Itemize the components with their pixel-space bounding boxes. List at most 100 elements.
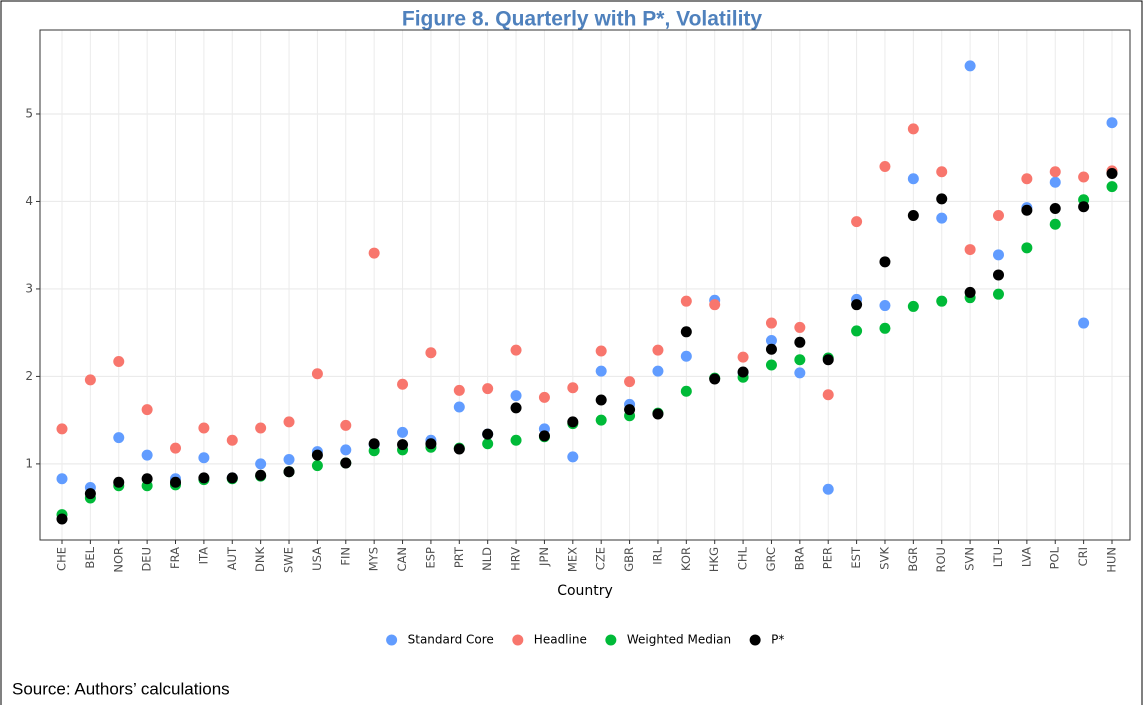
point xyxy=(340,444,352,456)
point xyxy=(794,367,806,379)
point xyxy=(56,473,68,485)
point xyxy=(907,209,919,221)
point xyxy=(936,295,948,307)
point xyxy=(141,404,153,416)
x-tick-label: AUT xyxy=(225,546,239,570)
x-tick-label: SVN xyxy=(963,547,977,571)
x-tick-label: EST xyxy=(849,546,863,569)
point xyxy=(680,326,692,338)
point xyxy=(482,428,494,440)
x-tick-label: CHE xyxy=(55,547,69,571)
point xyxy=(368,438,380,450)
point xyxy=(851,216,863,228)
point xyxy=(84,374,96,386)
x-tick-label: BGR xyxy=(906,547,920,572)
point xyxy=(1078,201,1090,213)
y-tick-label: 2 xyxy=(25,369,33,383)
point xyxy=(1049,218,1061,230)
point xyxy=(283,416,295,428)
point xyxy=(368,247,380,259)
point xyxy=(397,426,409,438)
x-tick-label: PRT xyxy=(452,546,466,568)
point xyxy=(964,286,976,298)
point xyxy=(510,434,522,446)
point xyxy=(652,365,664,377)
x-tick-label: DEU xyxy=(140,547,154,572)
point xyxy=(538,391,550,403)
point xyxy=(255,422,267,434)
point xyxy=(794,336,806,348)
point xyxy=(879,300,891,312)
point xyxy=(680,385,692,397)
point xyxy=(453,401,465,413)
point xyxy=(311,449,323,461)
point xyxy=(482,438,494,450)
point xyxy=(765,359,777,371)
x-tick-label: CZE xyxy=(594,547,608,570)
x-tick-label: DNK xyxy=(253,547,267,572)
point xyxy=(425,438,437,450)
point xyxy=(113,356,125,368)
legend-label: Headline xyxy=(534,633,587,647)
legend-marker xyxy=(749,634,761,646)
x-tick-label: BEL xyxy=(83,546,97,568)
x-tick-label: ITA xyxy=(196,547,210,565)
point xyxy=(311,460,323,472)
point xyxy=(737,366,749,378)
point xyxy=(992,269,1004,281)
point xyxy=(936,193,948,205)
point xyxy=(709,299,721,311)
point xyxy=(936,166,948,178)
point xyxy=(453,384,465,396)
x-tick-label: GBR xyxy=(622,547,636,572)
point xyxy=(567,451,579,463)
x-tick-label: GRC xyxy=(764,547,778,571)
x-tick-label: ROU xyxy=(934,547,948,572)
point xyxy=(56,423,68,435)
legend: Standard Core Headline Weighted Median P* xyxy=(386,633,784,647)
plot-area xyxy=(40,30,1130,540)
point xyxy=(879,160,891,172)
x-tick-label: HUN xyxy=(1105,547,1119,573)
point xyxy=(822,389,834,401)
point xyxy=(198,422,210,434)
point xyxy=(1021,204,1033,216)
point xyxy=(1049,202,1061,214)
x-tick-label: IRL xyxy=(650,546,664,564)
legend-label: P* xyxy=(771,633,784,647)
point xyxy=(765,317,777,329)
point xyxy=(680,295,692,307)
point xyxy=(765,343,777,355)
point xyxy=(992,209,1004,221)
point xyxy=(482,383,494,395)
y-tick-label: 1 xyxy=(25,456,33,470)
point xyxy=(510,344,522,356)
x-tick-label: CRI xyxy=(1076,547,1090,566)
y-tick-label: 5 xyxy=(25,106,33,120)
point xyxy=(652,344,664,356)
x-tick-label: HKG xyxy=(707,547,721,572)
legend-marker xyxy=(605,634,617,646)
point xyxy=(510,390,522,402)
x-tick-label: SVK xyxy=(877,547,891,570)
point xyxy=(255,469,267,481)
chart-title: Figure 8. Quarterly with P*, Volatility xyxy=(402,8,763,31)
point xyxy=(340,419,352,431)
point xyxy=(595,394,607,406)
point xyxy=(822,483,834,495)
legend-label: Weighted Median xyxy=(627,633,731,647)
x-tick-label: ESP xyxy=(423,547,437,569)
x-tick-label: MEX xyxy=(565,547,579,572)
point xyxy=(283,454,295,466)
point xyxy=(567,416,579,428)
x-tick-label: BRA xyxy=(792,547,806,570)
point xyxy=(737,351,749,363)
point xyxy=(964,244,976,256)
x-tick-label: LTU xyxy=(991,547,1005,567)
point xyxy=(425,347,437,359)
point xyxy=(1106,117,1118,129)
point xyxy=(624,376,636,388)
x-tick-label: SWE xyxy=(282,547,296,573)
